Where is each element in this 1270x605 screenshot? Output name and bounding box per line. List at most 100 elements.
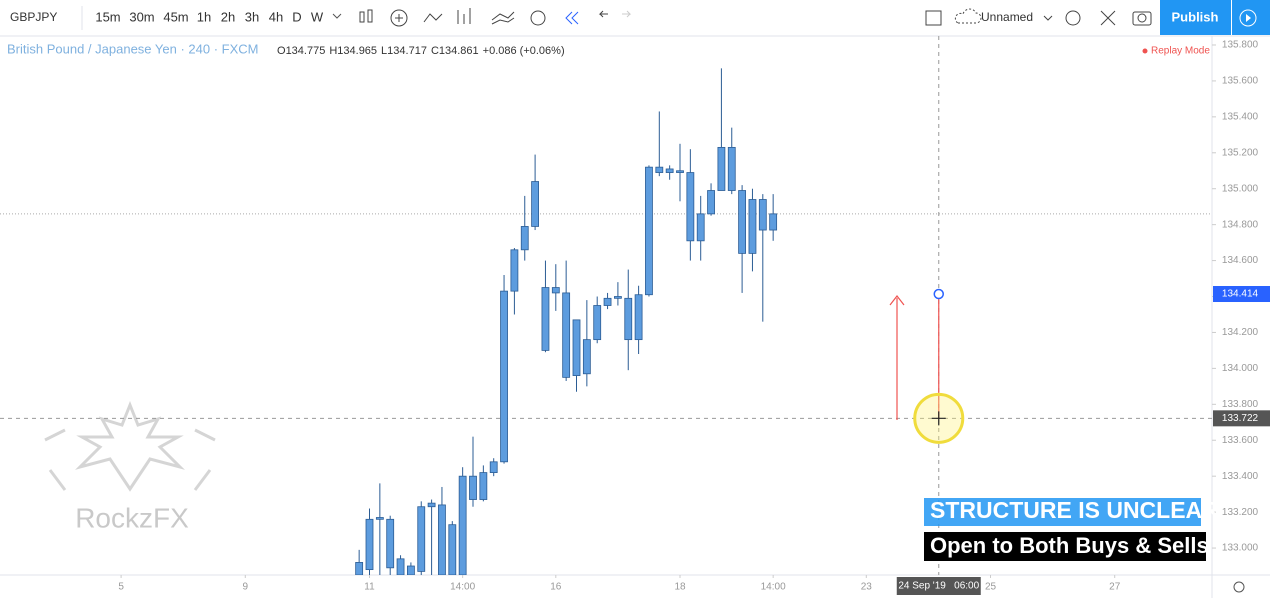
- icon-alert[interactable]: [530, 10, 546, 26]
- x-tick-label: 14:00: [761, 582, 786, 593]
- layout-name[interactable]: Unnamed: [981, 10, 1033, 24]
- candle-body: [489, 461, 498, 473]
- candle-body: [531, 181, 540, 227]
- icon-candles[interactable]: [359, 11, 365, 23]
- candle-body: [407, 565, 415, 575]
- candle-body: [572, 319, 581, 376]
- icon-indicator[interactable]: [390, 9, 408, 27]
- label: O: [277, 45, 286, 57]
- icon-undo[interactable]: [598, 10, 608, 18]
- candle-body: [676, 170, 684, 173]
- time-label: 24 Sep '19 06:00: [898, 581, 979, 592]
- interval[interactable]: 45m: [163, 9, 188, 24]
- value: 134.965: [337, 45, 377, 57]
- price-label-bg: [1213, 286, 1270, 303]
- icon-plus: [395, 14, 403, 22]
- icon-snapshot[interactable]: [1132, 11, 1152, 26]
- watermark-logo: [44, 400, 216, 492]
- icon-studies[interactable]: [491, 11, 515, 25]
- interval[interactable]: W: [311, 9, 324, 24]
- candle-body: [696, 213, 705, 242]
- interval[interactable]: 30m: [129, 9, 154, 24]
- icon-templates[interactable]: [457, 8, 471, 24]
- interval[interactable]: D: [292, 9, 301, 24]
- price-label-bg: [1213, 410, 1270, 427]
- icon-play: [1239, 9, 1257, 27]
- candle-body: [458, 475, 467, 575]
- layout-dropdown[interactable]: [1043, 15, 1053, 21]
- axis-settings[interactable]: [1233, 581, 1245, 593]
- x-tick-label: 11: [364, 582, 375, 593]
- candle-body: [427, 502, 436, 508]
- interval-dropdown[interactable]: [332, 13, 342, 19]
- replay-button[interactable]: [1232, 0, 1270, 35]
- candle-body: [603, 297, 612, 306]
- candle-body: [686, 172, 695, 242]
- intervals: 15m 30m 45m 1h 2h 3h 4h D W: [95, 9, 324, 24]
- icon-settings[interactable]: [1065, 10, 1081, 26]
- icon-cloud: [954, 8, 982, 24]
- candle-body: [396, 558, 405, 575]
- icon-play-arrow: [1246, 14, 1251, 22]
- legend-title: British Pound / Japanese Yen · 240 · FXC…: [7, 41, 258, 56]
- candle-body: [365, 518, 374, 571]
- cursor: [931, 411, 946, 426]
- icon-candles[interactable]: [367, 9, 373, 23]
- candle-body: [614, 296, 622, 299]
- y-tick-label: 133.400: [1222, 471, 1259, 482]
- y-tick-label: 134.000: [1222, 363, 1259, 374]
- axes: 133.000 133.200 133.400 133.600 133.800 134.0…: [118, 40, 1270, 595]
- legend: British Pound / Japanese Yen · 240 · FXC…: [7, 41, 1210, 56]
- y-tick-label: 133.800: [1222, 399, 1259, 410]
- candle-body: [355, 562, 364, 575]
- replay-dot: [1142, 48, 1148, 54]
- y-tick-label: 134.600: [1222, 255, 1259, 266]
- value: 134.717: [387, 45, 427, 57]
- publish-button[interactable]: [1160, 0, 1231, 35]
- icon-expand[interactable]: [1100, 10, 1116, 26]
- candle-body: [438, 504, 446, 575]
- y-tick-label: 133.200: [1222, 507, 1259, 518]
- icon-redo[interactable]: [622, 10, 632, 18]
- candle-body: [375, 517, 384, 520]
- candle-body: [541, 287, 550, 351]
- icon-replay[interactable]: [565, 11, 579, 25]
- interval[interactable]: 4h: [269, 9, 283, 24]
- candle-body: [500, 290, 508, 463]
- icon-lens: [1137, 13, 1147, 23]
- time-label-bg: [896, 577, 981, 595]
- interval[interactable]: 15m: [95, 9, 120, 24]
- interval[interactable]: 3h: [245, 9, 259, 24]
- x-tick-label: 5: [118, 582, 124, 593]
- plot: [0, 36, 1212, 575]
- x-tick-label: 14:00: [450, 582, 475, 593]
- label: C: [431, 45, 439, 57]
- candle-body: [665, 168, 674, 173]
- marker: [933, 288, 945, 300]
- candle-body: [758, 199, 767, 231]
- banner-text: Open to Both Buys & Sells: [930, 533, 1209, 558]
- candle-body: [469, 475, 477, 500]
- symbol[interactable]: GBPJPY: [10, 10, 57, 24]
- arrow-head: [889, 295, 905, 306]
- interval[interactable]: 2h: [221, 9, 235, 24]
- banner-bg: [924, 498, 1201, 526]
- candle-body: [624, 297, 633, 341]
- toolbar: [0, 0, 1270, 36]
- y-tick-label: 135.400: [1222, 111, 1259, 122]
- candle-body: [520, 226, 529, 251]
- candle-body: [448, 524, 457, 575]
- icon-fullscreen-box[interactable]: [925, 10, 942, 26]
- banner-text: STRUCTURE IS UNCLEAR: [930, 497, 1219, 523]
- candle-body: [748, 199, 757, 254]
- interval[interactable]: 1h: [197, 9, 211, 24]
- watermark-text: RockzFX: [75, 502, 189, 533]
- y-tick-label: 135.200: [1222, 147, 1259, 158]
- y-tick-label: 135.600: [1222, 76, 1259, 87]
- candle-body: [655, 166, 664, 173]
- icon-compare[interactable]: [423, 13, 443, 23]
- legend-ohlc: O134.775 H134.965 L134.717 C134.861 +0.086 (…: [277, 45, 565, 57]
- publish-label[interactable]: Publish: [1172, 9, 1219, 24]
- candle-body: [562, 292, 571, 378]
